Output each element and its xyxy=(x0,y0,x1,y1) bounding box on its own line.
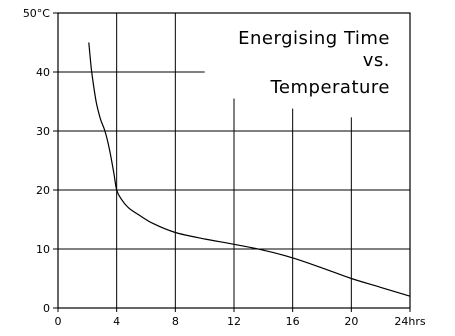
x-tick-labels: 0 4 8 12 16 20 24hrs xyxy=(55,308,426,328)
y-tick-label: 30 xyxy=(36,125,50,138)
y-tick-label: 10 xyxy=(36,243,50,256)
chart-title-line: Energising Time xyxy=(238,28,390,49)
y-tick-label: 20 xyxy=(36,184,50,197)
x-tick-label: 8 xyxy=(172,315,179,328)
x-tick-label: 16 xyxy=(286,315,300,328)
x-tick-label: 12 xyxy=(227,315,241,328)
grid-layer xyxy=(58,13,410,308)
y-tick-label: 50°C xyxy=(23,7,50,20)
y-tick-labels: 0 10 20 30 40 50°C xyxy=(23,7,58,315)
x-tick-label: 0 xyxy=(55,315,62,328)
x-tick-label: 4 xyxy=(113,315,120,328)
chart-title-line: vs. xyxy=(363,50,390,71)
chart-title-line: Temperature xyxy=(269,77,390,98)
series-line xyxy=(88,42,411,297)
x-tick-label: 20 xyxy=(344,315,358,328)
y-tick-label: 40 xyxy=(36,66,50,79)
x-tick-label: 24hrs xyxy=(394,315,425,328)
y-tick-label: 0 xyxy=(43,302,50,315)
